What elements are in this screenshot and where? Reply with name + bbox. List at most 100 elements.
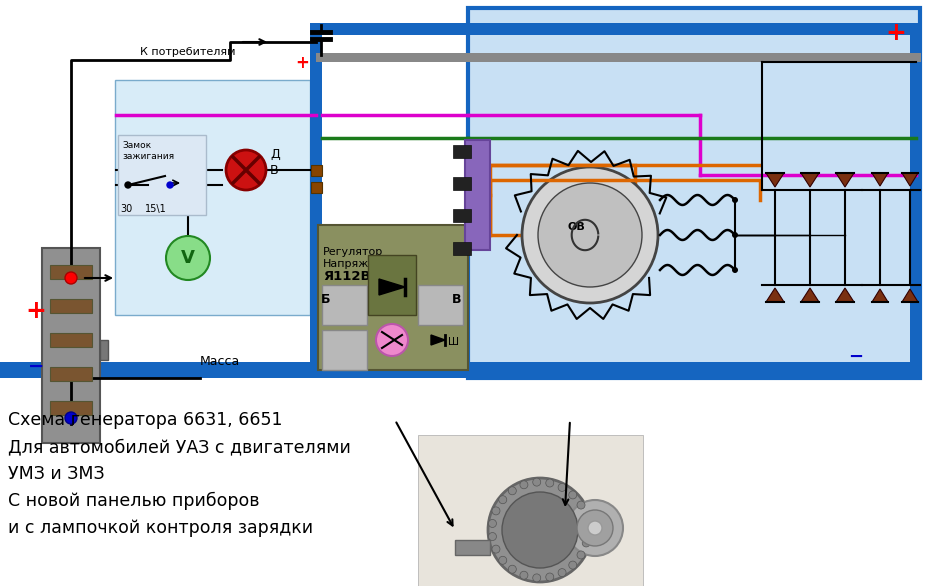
- Bar: [418, 435, 643, 586]
- Bar: [310, 23, 322, 378]
- Bar: [311, 182, 322, 193]
- Polygon shape: [902, 289, 918, 302]
- Polygon shape: [836, 288, 854, 302]
- Polygon shape: [872, 173, 888, 186]
- Polygon shape: [872, 289, 888, 302]
- Text: Замок: Замок: [122, 141, 151, 150]
- Bar: [50, 401, 92, 415]
- Bar: [322, 330, 367, 370]
- Circle shape: [376, 324, 408, 356]
- Circle shape: [582, 539, 590, 547]
- Bar: [453, 177, 471, 190]
- Text: Д: Д: [270, 148, 279, 161]
- Circle shape: [502, 492, 578, 568]
- Bar: [118, 135, 206, 215]
- Polygon shape: [801, 288, 819, 302]
- Circle shape: [65, 412, 77, 424]
- Circle shape: [569, 561, 577, 569]
- Circle shape: [732, 232, 738, 238]
- Circle shape: [488, 478, 592, 582]
- Polygon shape: [836, 173, 854, 187]
- Circle shape: [546, 479, 554, 487]
- Text: В: В: [452, 293, 462, 306]
- Bar: [910, 23, 922, 378]
- Circle shape: [533, 574, 541, 582]
- Circle shape: [732, 267, 738, 273]
- Circle shape: [499, 556, 507, 564]
- Bar: [0, 362, 922, 378]
- Text: Напряжения: Напряжения: [323, 259, 398, 269]
- Bar: [418, 285, 463, 325]
- Text: Ш: Ш: [448, 337, 459, 347]
- Text: +: +: [25, 299, 46, 323]
- Bar: [465, 140, 490, 250]
- Circle shape: [520, 481, 528, 489]
- Text: Регулятор: Регулятор: [323, 247, 383, 257]
- Bar: [50, 299, 92, 313]
- Text: В: В: [270, 164, 278, 177]
- Bar: [453, 145, 471, 158]
- Polygon shape: [902, 173, 918, 186]
- Bar: [455, 540, 490, 555]
- Circle shape: [522, 167, 658, 303]
- Text: ОВ: ОВ: [568, 222, 586, 232]
- Circle shape: [558, 483, 566, 492]
- Bar: [468, 8, 920, 378]
- Circle shape: [488, 533, 497, 540]
- Text: Масса: Масса: [200, 355, 241, 368]
- Text: Я112В: Я112В: [323, 270, 371, 283]
- Text: +: +: [885, 21, 906, 45]
- Circle shape: [732, 197, 738, 203]
- Text: Для автомобилей УАЗ с двигателями: Для автомобилей УАЗ с двигателями: [8, 438, 351, 456]
- Polygon shape: [801, 173, 819, 187]
- Text: и с лампочкой контроля зарядки: и с лампочкой контроля зарядки: [8, 519, 314, 537]
- Circle shape: [488, 519, 497, 527]
- Bar: [100, 340, 108, 360]
- Circle shape: [577, 551, 585, 559]
- Text: УМЗ и ЗМЗ: УМЗ и ЗМЗ: [8, 465, 105, 483]
- Circle shape: [492, 507, 500, 515]
- Polygon shape: [431, 335, 445, 345]
- Circle shape: [125, 182, 131, 188]
- Circle shape: [569, 491, 577, 499]
- Circle shape: [546, 573, 554, 581]
- Text: −: −: [28, 357, 44, 376]
- Circle shape: [166, 236, 210, 280]
- Circle shape: [533, 478, 541, 486]
- Text: К потребителям: К потребителям: [140, 47, 236, 57]
- Text: V: V: [181, 249, 195, 267]
- Circle shape: [226, 150, 266, 190]
- Circle shape: [499, 496, 507, 504]
- Polygon shape: [379, 279, 405, 295]
- Text: 15\1: 15\1: [145, 204, 166, 214]
- Circle shape: [577, 510, 613, 546]
- Bar: [316, 53, 921, 62]
- Circle shape: [167, 182, 173, 188]
- Text: Б: Б: [321, 293, 330, 306]
- Bar: [42, 248, 100, 443]
- Circle shape: [582, 513, 590, 521]
- Circle shape: [567, 500, 623, 556]
- Text: +: +: [295, 54, 309, 72]
- Bar: [368, 255, 416, 315]
- Bar: [490, 165, 635, 235]
- Circle shape: [577, 501, 585, 509]
- Bar: [318, 225, 468, 370]
- Bar: [453, 209, 471, 222]
- Bar: [115, 80, 310, 315]
- Circle shape: [65, 272, 77, 284]
- Text: 30: 30: [120, 204, 132, 214]
- Circle shape: [509, 565, 516, 573]
- Bar: [50, 333, 92, 347]
- Polygon shape: [766, 173, 784, 187]
- Bar: [311, 165, 322, 176]
- Circle shape: [584, 526, 592, 534]
- Bar: [50, 265, 92, 279]
- Text: −: −: [848, 348, 863, 366]
- Text: С новой панелью приборов: С новой панелью приборов: [8, 492, 260, 510]
- Text: зажигания: зажигания: [122, 152, 174, 161]
- Circle shape: [558, 568, 566, 577]
- Circle shape: [492, 545, 500, 553]
- Circle shape: [520, 571, 528, 579]
- Circle shape: [509, 487, 516, 495]
